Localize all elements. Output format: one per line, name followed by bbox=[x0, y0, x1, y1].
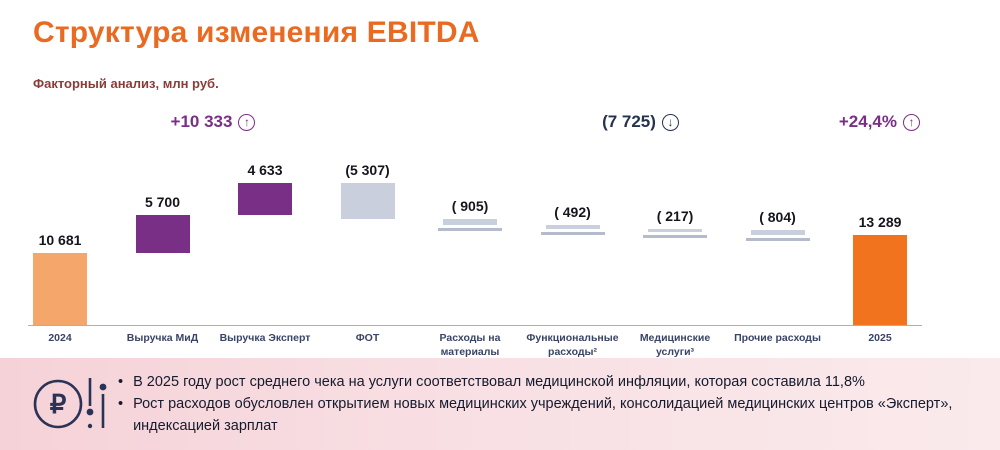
bar-category-label: 2025 bbox=[868, 332, 892, 344]
bullet-dot-icon: • bbox=[118, 374, 124, 390]
bar-category-label: Расходы на материалы bbox=[439, 332, 501, 358]
bar-underline bbox=[745, 238, 810, 242]
footer-bullet-text: Рост расходов обусловлен открытием новых… bbox=[133, 396, 953, 434]
annotation-negative-total-value: (7 725) bbox=[602, 112, 656, 131]
waterfall-bar-Функциональные расходы² bbox=[545, 225, 600, 229]
waterfall-bar-Расходы на материалы bbox=[443, 219, 497, 226]
bar-underline bbox=[643, 234, 707, 238]
waterfall-bar-Выручка Эксперт bbox=[238, 183, 292, 215]
bar-category-label: Функциональные расходы² bbox=[526, 332, 619, 358]
bar-category-label: ФОТ bbox=[355, 332, 380, 344]
bar-value-label: 13 289 bbox=[858, 214, 902, 231]
bullet-dot-icon: • bbox=[118, 396, 124, 412]
waterfall-bar-2025 bbox=[853, 235, 907, 325]
bar-category-label: Выручка Эксперт bbox=[219, 332, 311, 344]
annotation-positive-total: +10 333 ↑ bbox=[118, 112, 308, 132]
bar-underline bbox=[438, 228, 502, 232]
chart-baseline-axis bbox=[28, 325, 922, 326]
footer-bullet-item: • Рост расходов обусловлен открытием нов… bbox=[118, 393, 980, 437]
chart-subtitle: Факторный анализ, млн руб. bbox=[33, 76, 219, 91]
bar-value-label: 10 681 bbox=[38, 232, 82, 248]
waterfall-bar-Прочие расходы bbox=[750, 229, 805, 236]
footer-bullet-item: • В 2025 году рост среднего чека на услу… bbox=[118, 371, 980, 393]
bar-value-label: ( 217) bbox=[656, 207, 694, 224]
footer-bullet-text: В 2025 году рост среднего чека на услуги… bbox=[133, 374, 865, 390]
bar-category-label: Прочие расходы bbox=[734, 332, 821, 344]
waterfall-bar-2024 bbox=[33, 253, 87, 325]
bar-value-label: ( 905) bbox=[451, 198, 489, 215]
bar-category-label: 2024 bbox=[48, 332, 72, 344]
bar-underline bbox=[540, 231, 605, 235]
bar-category-label: Выручка МиД bbox=[126, 332, 199, 344]
footer-bullet-list: • В 2025 году рост среднего чека на услу… bbox=[118, 371, 980, 437]
svg-text:₽: ₽ bbox=[50, 389, 67, 419]
circle-up-arrow-icon: ↑ bbox=[238, 113, 256, 131]
annotation-percent-change-value: +24,4% bbox=[838, 112, 897, 131]
footer-notes-band: ₽ • В 2025 году рост среднего чека на ус… bbox=[0, 358, 1000, 450]
bar-category-label: Медицинские услуги³ bbox=[639, 332, 711, 358]
annotation-positive-total-value: +10 333 bbox=[170, 112, 233, 131]
circle-up-arrow-icon: ↑ bbox=[903, 113, 920, 131]
bar-value-label: (5 307) bbox=[345, 162, 390, 179]
annotation-negative-total: (7 725) ↓ bbox=[548, 112, 733, 132]
bar-value-label: ( 804) bbox=[759, 208, 796, 225]
bar-value-label: 4 633 bbox=[247, 162, 283, 179]
annotation-percent-change: +24,4% ↑ bbox=[790, 112, 920, 132]
bar-value-label: ( 492) bbox=[554, 204, 591, 221]
circle-down-arrow-icon: ↓ bbox=[661, 113, 679, 131]
ruble-equalizer-logo-icon: ₽ bbox=[28, 368, 112, 443]
page-title: Структура изменения EBITDA bbox=[33, 16, 480, 49]
waterfall-bar-ФОТ bbox=[340, 183, 395, 220]
waterfall-bar-Медицинские услуги³ bbox=[648, 228, 702, 232]
waterfall-bar-Выручка МиД bbox=[135, 214, 190, 253]
bar-value-label: 5 700 bbox=[144, 193, 181, 210]
